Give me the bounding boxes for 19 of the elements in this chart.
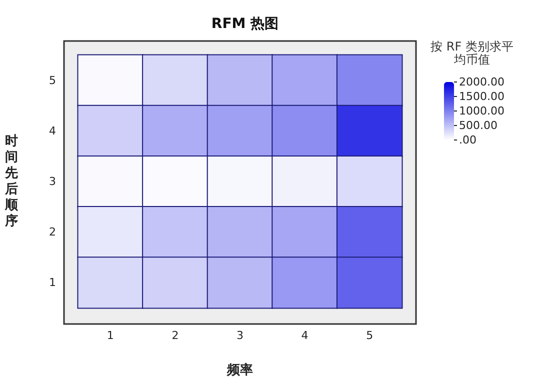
x-tick-label: 4: [301, 329, 308, 342]
y-tick-label: 3: [49, 175, 56, 188]
y-tick-label: 4: [49, 124, 56, 138]
y-axis-title: 时间先后顺序: [4, 134, 19, 229]
x-tick-label: 1: [106, 329, 114, 342]
color-bar-label: 2000.00: [459, 76, 504, 88]
color-bar-label: .00: [459, 134, 476, 146]
x-tick-label: 2: [172, 329, 179, 342]
x-tick-label: 5: [366, 329, 374, 342]
x-tick-label: 3: [236, 329, 244, 342]
y-tick-label: 1: [49, 276, 56, 290]
chart-title: RFM 热图: [211, 16, 279, 32]
color-bar-label: 1000.00: [459, 104, 504, 118]
color-bar-label: 500.00: [459, 119, 498, 132]
color-bar-title: 按 RF 类别求平均币值: [430, 40, 514, 66]
y-tick-label: 5: [49, 74, 56, 87]
color-bar-label: 1500.00: [459, 90, 504, 103]
x-axis-title: 频率: [226, 362, 253, 378]
y-tick-label: 2: [49, 226, 56, 239]
